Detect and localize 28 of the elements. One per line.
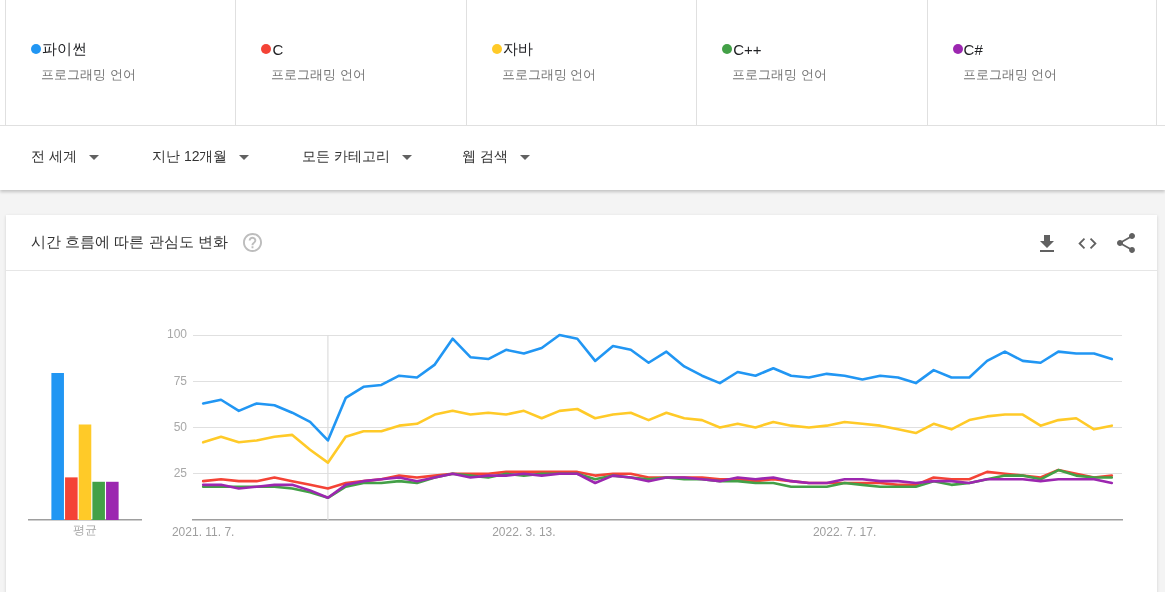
x-tick-label: 2021. 11. 7.	[171, 524, 235, 539]
bar	[65, 477, 78, 520]
bar	[106, 481, 119, 520]
text: 모든 카테고리	[302, 148, 390, 166]
text: 프로그래밍 언어	[962, 66, 1058, 84]
text: 프로그래밍 언어	[732, 66, 827, 84]
text: 웹 검색	[462, 148, 508, 166]
bar	[78, 424, 92, 520]
y-tick-label: 25	[173, 466, 188, 481]
x-tick-label: 평균	[73, 522, 97, 537]
legend-label: 파이썬	[42, 39, 87, 59]
text: 프로그래밍 언어	[271, 66, 367, 84]
bar	[51, 373, 64, 520]
legend-label: C	[272, 40, 284, 58]
y-tick-label: 100	[166, 327, 188, 342]
text: 프로그래밍 언어	[41, 66, 136, 84]
y-tick-label: 75	[173, 373, 188, 388]
bar	[92, 481, 105, 520]
legend-label: 자바	[502, 39, 533, 59]
text: 지난 12개월	[152, 148, 228, 166]
text: 프로그래밍 언어	[501, 66, 597, 84]
text: 전 세계	[31, 148, 77, 166]
chart-title: 시간 흐름에 따른 관심도 변화	[31, 232, 228, 252]
legend-label: C++	[733, 40, 762, 58]
legend-label: C#	[963, 40, 983, 58]
x-tick-label: 2022. 7. 17.	[812, 524, 877, 539]
x-tick-label: 2022. 3. 13.	[492, 524, 556, 539]
y-tick-label: 50	[173, 419, 188, 434]
